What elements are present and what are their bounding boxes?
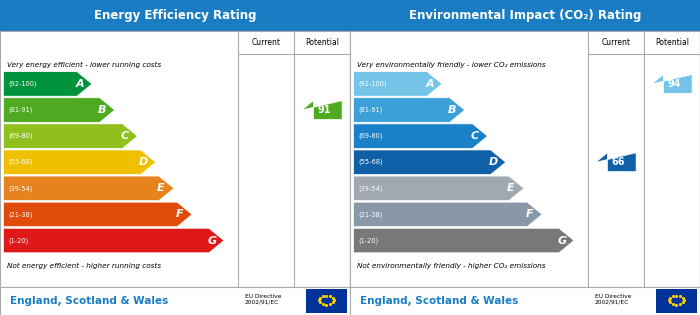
Text: (69-80): (69-80) [358, 133, 384, 139]
Bar [0, 32, 350, 287]
Bar [350, 0, 700, 32]
Text: A: A [76, 79, 84, 89]
Polygon shape [354, 176, 524, 201]
Polygon shape [354, 228, 574, 253]
Polygon shape [354, 124, 487, 148]
Text: E: E [158, 183, 164, 193]
Bar [657, 289, 696, 313]
Polygon shape [4, 176, 174, 201]
Text: EU Directive
2002/91/EC: EU Directive 2002/91/EC [595, 294, 631, 305]
Polygon shape [4, 202, 192, 227]
Text: (69-80): (69-80) [8, 133, 34, 139]
Text: B: B [98, 105, 106, 115]
Text: B: B [448, 105, 456, 115]
Text: Very energy efficient - lower running costs: Very energy efficient - lower running co… [7, 61, 161, 68]
Text: C: C [470, 131, 479, 141]
Text: G: G [207, 236, 216, 245]
Text: Not energy efficient - higher running costs: Not energy efficient - higher running co… [7, 263, 161, 269]
Text: (1-20): (1-20) [8, 237, 29, 244]
Text: (1-20): (1-20) [358, 237, 379, 244]
Text: 94: 94 [667, 79, 680, 89]
Text: (55-68): (55-68) [358, 159, 384, 165]
Text: Not environmentally friendly - higher CO₂ emissions: Not environmentally friendly - higher CO… [357, 263, 545, 269]
Polygon shape [4, 98, 115, 122]
Text: D: D [139, 157, 148, 167]
Text: (55-68): (55-68) [8, 159, 34, 165]
Bar [0, 0, 350, 32]
Text: Environmental Impact (CO₂) Rating: Environmental Impact (CO₂) Rating [409, 9, 641, 22]
Text: (21-38): (21-38) [8, 211, 33, 218]
Bar [307, 289, 346, 313]
Bar [0, 287, 350, 315]
Polygon shape [4, 150, 155, 175]
Polygon shape [354, 72, 442, 96]
Text: Current: Current [251, 38, 281, 47]
Text: 66: 66 [611, 157, 624, 167]
Text: A: A [426, 79, 434, 89]
Polygon shape [4, 124, 137, 148]
Text: (21-38): (21-38) [358, 211, 383, 218]
Text: England, Scotland & Wales: England, Scotland & Wales [10, 296, 169, 306]
Polygon shape [4, 228, 224, 253]
Text: E: E [507, 183, 514, 193]
Bar [350, 32, 700, 287]
Polygon shape [354, 98, 465, 122]
Text: (81-91): (81-91) [8, 107, 33, 113]
Text: G: G [557, 236, 566, 245]
Text: 91: 91 [317, 105, 330, 115]
Text: Potential: Potential [305, 38, 339, 47]
Text: Potential: Potential [655, 38, 689, 47]
Text: C: C [121, 131, 129, 141]
Text: (39-54): (39-54) [8, 185, 33, 192]
Polygon shape [4, 72, 92, 96]
Text: F: F [525, 209, 533, 220]
Text: (39-54): (39-54) [358, 185, 383, 192]
Text: England, Scotland & Wales: England, Scotland & Wales [360, 296, 519, 306]
Text: Current: Current [601, 38, 631, 47]
Bar [350, 287, 700, 315]
Text: (92-100): (92-100) [8, 81, 37, 87]
Polygon shape [652, 75, 692, 93]
Text: Energy Efficiency Rating: Energy Efficiency Rating [94, 9, 256, 22]
Text: (81-91): (81-91) [358, 107, 383, 113]
Text: EU Directive
2002/91/EC: EU Directive 2002/91/EC [245, 294, 281, 305]
Polygon shape [354, 202, 542, 227]
Text: Very environmentally friendly - lower CO₂ emissions: Very environmentally friendly - lower CO… [357, 61, 545, 68]
Text: D: D [489, 157, 498, 167]
Text: F: F [175, 209, 183, 220]
Polygon shape [302, 100, 342, 119]
Text: (92-100): (92-100) [358, 81, 387, 87]
Polygon shape [596, 153, 636, 172]
Polygon shape [354, 150, 505, 175]
